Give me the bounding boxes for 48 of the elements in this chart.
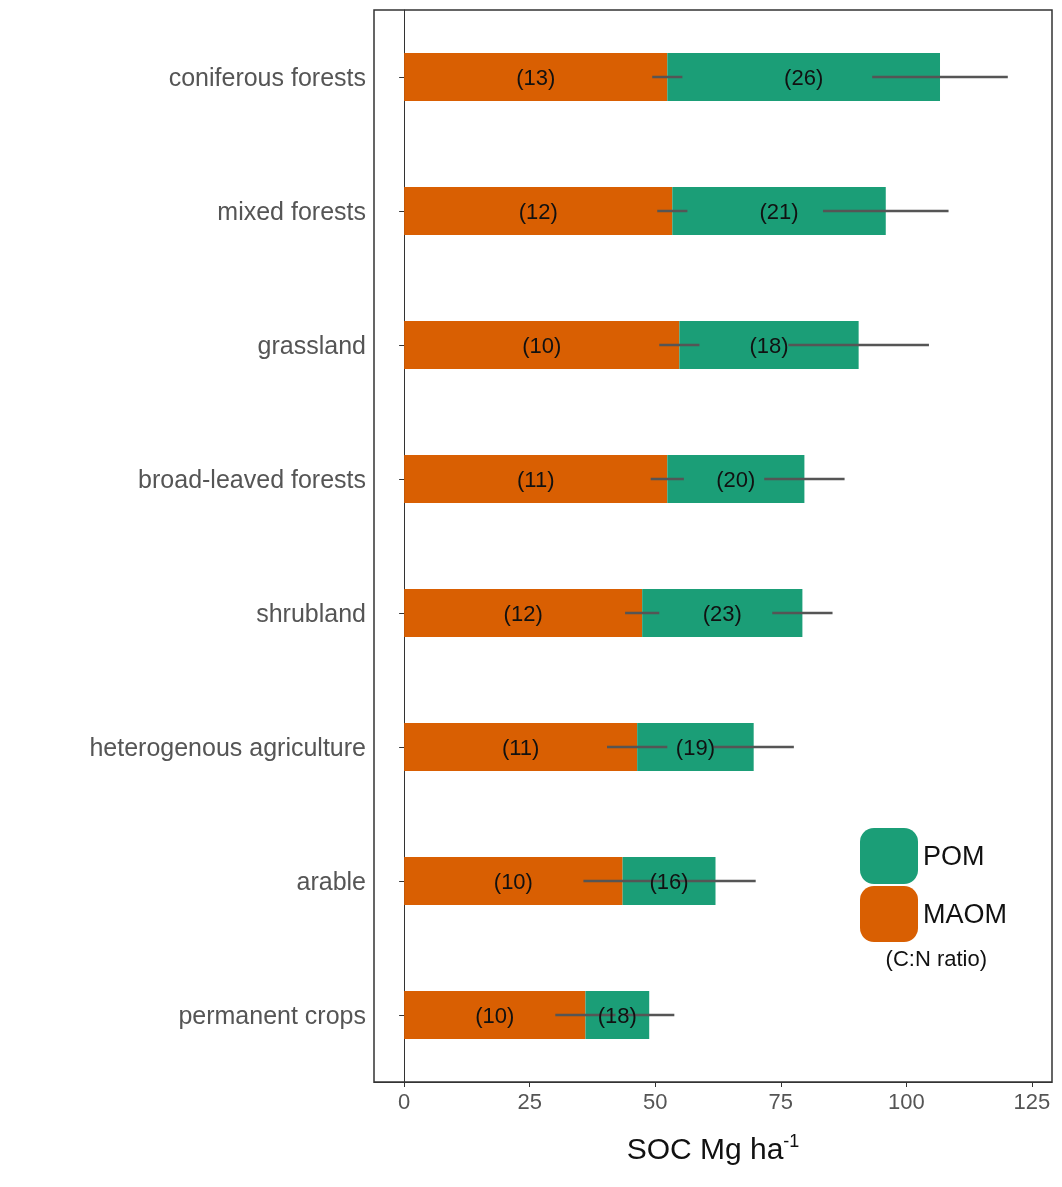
- annotation: (12): [518, 198, 558, 224]
- bar: [672, 187, 886, 235]
- bar: [404, 991, 586, 1039]
- x-tick-label: 125: [1013, 1088, 1051, 1114]
- bar: [642, 589, 803, 637]
- annotation: (18): [597, 1002, 637, 1028]
- annotation: (10): [493, 868, 533, 894]
- y-tick-label: arable: [296, 867, 366, 895]
- bar: [404, 187, 673, 235]
- annotation: (16): [649, 868, 689, 894]
- y-tick-label: grassland: [257, 331, 366, 359]
- annotation: (26): [784, 64, 824, 90]
- y-tick-label: broad-leaved forests: [138, 465, 366, 493]
- legend-label: MAOM: [923, 899, 1008, 929]
- annotation: (11): [516, 466, 555, 492]
- x-tick-label: 0: [398, 1088, 411, 1114]
- bar: [404, 321, 680, 369]
- annotation: (10): [522, 332, 562, 358]
- bar: [667, 53, 940, 101]
- y-tick-label: shrubland: [256, 599, 366, 627]
- y-tick-label: coniferous forests: [168, 63, 366, 91]
- annotation: (10): [475, 1002, 515, 1028]
- x-tick-label: 50: [643, 1088, 668, 1114]
- annotation: (13): [516, 64, 556, 90]
- bar: [637, 723, 754, 771]
- y-tick-label: heterogenous agriculture: [89, 733, 366, 761]
- annotation: (20): [716, 466, 756, 492]
- annotation: (21): [759, 198, 799, 224]
- bar: [404, 455, 668, 503]
- legend-label: POM: [923, 841, 985, 871]
- annotation: (11): [501, 734, 540, 760]
- bar: [404, 857, 623, 905]
- bar: [404, 589, 643, 637]
- y-tick-label: permanent crops: [178, 1001, 366, 1029]
- annotation: (19): [675, 734, 715, 760]
- annotation: (18): [749, 332, 789, 358]
- x-tick-label: 75: [768, 1088, 794, 1114]
- bar: [622, 857, 716, 905]
- bar: [404, 53, 668, 101]
- bar: [404, 723, 638, 771]
- y-tick-label: mixed forests: [217, 197, 366, 225]
- annotation: (C:N ratio): [885, 945, 987, 971]
- bar: [679, 321, 859, 369]
- annotation: (23): [702, 600, 742, 626]
- bar: [667, 455, 805, 503]
- annotation: (12): [503, 600, 543, 626]
- x-tick-label: 100: [888, 1088, 925, 1114]
- x-tick-label: 25: [517, 1088, 542, 1114]
